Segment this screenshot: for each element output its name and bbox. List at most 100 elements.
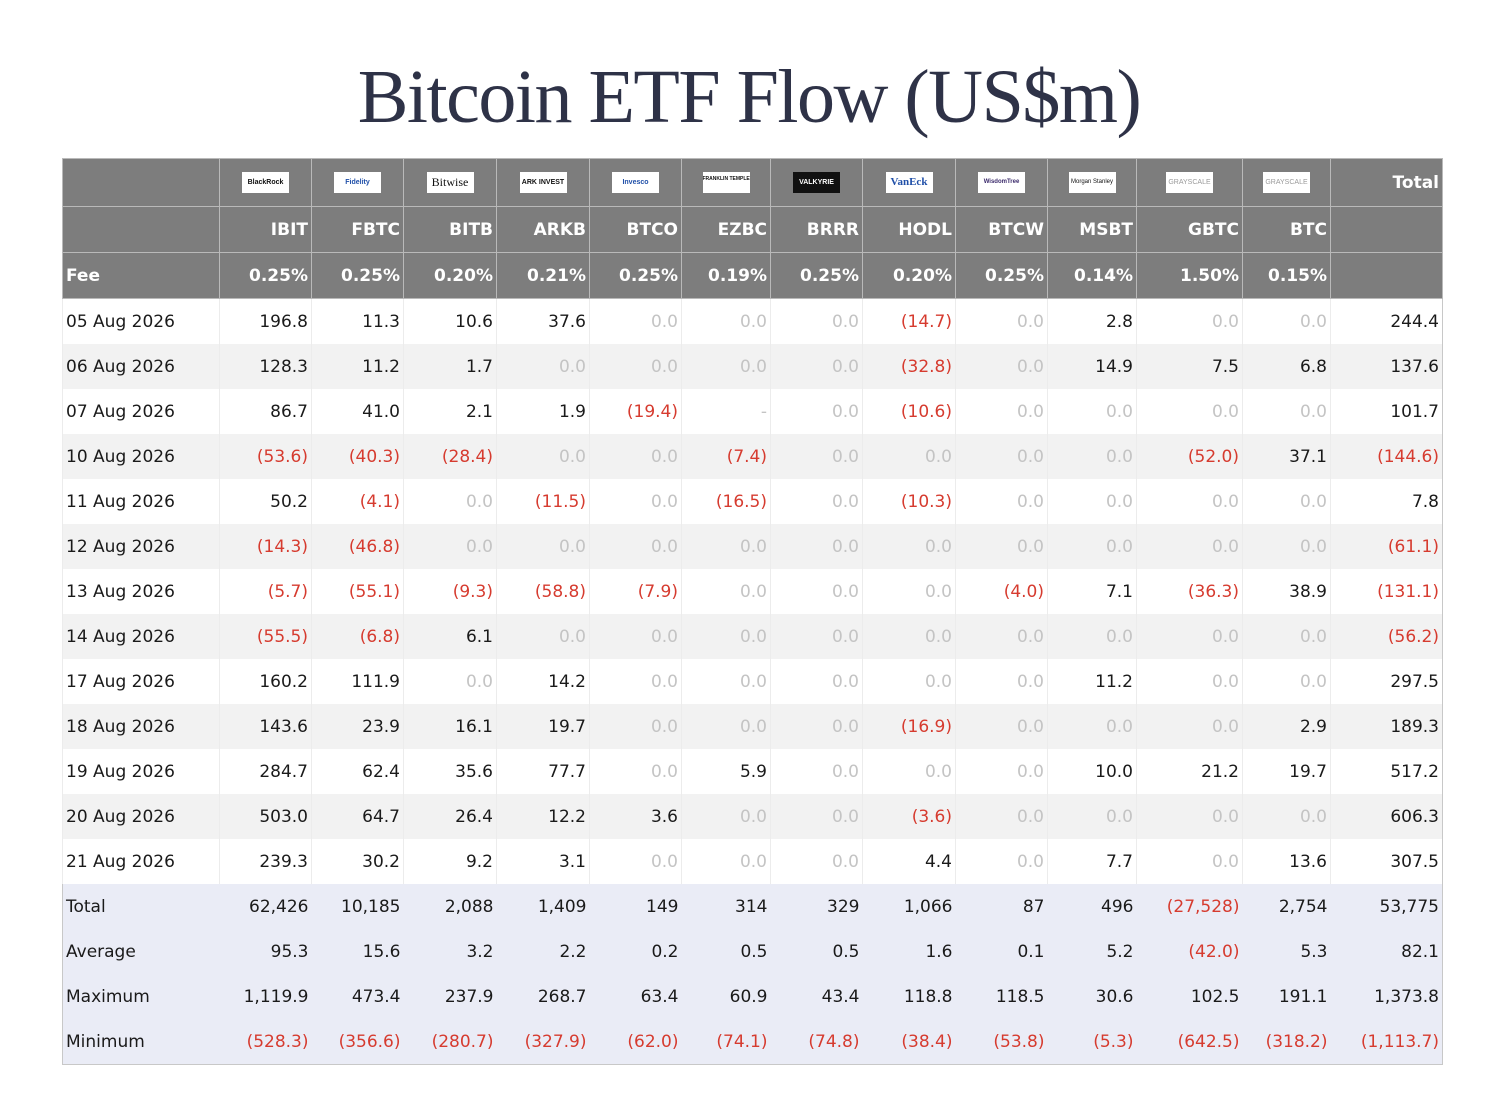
summary-cell: 62,426 bbox=[219, 884, 312, 929]
row-date: 14 Aug 2026 bbox=[62, 614, 220, 659]
flow-cell: (14.7) bbox=[862, 298, 956, 344]
flow-cell: (55.5) bbox=[219, 614, 312, 659]
summary-cell: (318.2) bbox=[1242, 1019, 1331, 1065]
flow-cell: 0.0 bbox=[1242, 298, 1331, 344]
flow-cell: 0.0 bbox=[955, 344, 1048, 389]
row-total: 189.3 bbox=[1330, 704, 1443, 749]
row-total: 7.8 bbox=[1330, 479, 1443, 524]
fee-label: Fee bbox=[62, 252, 220, 299]
summary-cell: (356.6) bbox=[311, 1019, 404, 1065]
flow-cell: (55.1) bbox=[311, 569, 404, 614]
row-date: 12 Aug 2026 bbox=[62, 524, 220, 569]
flow-cell: 5.9 bbox=[681, 749, 771, 794]
row-date: 05 Aug 2026 bbox=[62, 298, 220, 344]
summary-cell: 95.3 bbox=[219, 929, 312, 974]
flow-cell: 37.1 bbox=[1242, 434, 1331, 479]
row-total: 606.3 bbox=[1330, 794, 1443, 839]
flow-cell: 0.0 bbox=[1242, 479, 1331, 524]
flow-cell: 0.0 bbox=[1047, 614, 1137, 659]
flow-cell: (4.0) bbox=[955, 569, 1048, 614]
row-total: 307.5 bbox=[1330, 839, 1443, 884]
flow-cell: 143.6 bbox=[219, 704, 312, 749]
flow-cell: - bbox=[681, 389, 771, 434]
summary-cell: 2,754 bbox=[1242, 884, 1331, 929]
flow-cell: 0.0 bbox=[862, 749, 956, 794]
fee-value: 0.20% bbox=[403, 252, 497, 299]
page-title: Bitcoin ETF Flow (US$m) bbox=[357, 55, 1142, 139]
summary-cell: (38.4) bbox=[862, 1019, 956, 1065]
flow-cell: 2.8 bbox=[1047, 298, 1137, 344]
flow-cell: 0.0 bbox=[955, 298, 1048, 344]
flow-cell: 0.0 bbox=[681, 839, 771, 884]
summary-label: Minimum bbox=[62, 1019, 220, 1065]
table-row: 12 Aug 2026 (14.3) (46.8) 0.0 0.0 0.0 0.0 0.0 0.… bbox=[62, 524, 1443, 569]
flow-cell: 0.0 bbox=[496, 524, 590, 569]
corner-cell bbox=[62, 206, 220, 253]
flow-cell: 0.0 bbox=[589, 659, 682, 704]
summary-cell: 102.5 bbox=[1136, 974, 1243, 1019]
flow-cell: 35.6 bbox=[403, 749, 497, 794]
flow-cell: 0.0 bbox=[955, 794, 1048, 839]
flow-cell: (7.4) bbox=[681, 434, 771, 479]
flow-cell: 16.1 bbox=[403, 704, 497, 749]
summary-cell: 43.4 bbox=[770, 974, 863, 1019]
flow-cell: 0.0 bbox=[1047, 389, 1137, 434]
flow-cell: 0.0 bbox=[770, 389, 863, 434]
flow-cell: 0.0 bbox=[955, 479, 1048, 524]
ticker-header: MSBT bbox=[1047, 206, 1137, 253]
flow-cell: 0.0 bbox=[403, 659, 497, 704]
flow-cell: (46.8) bbox=[311, 524, 404, 569]
flow-cell: 0.0 bbox=[403, 479, 497, 524]
flow-cell: 41.0 bbox=[311, 389, 404, 434]
vaneck-logo: VanEck bbox=[885, 172, 933, 193]
flow-cell: 1.9 bbox=[496, 389, 590, 434]
summary-total: (1,113.7) bbox=[1330, 1019, 1443, 1065]
fee-value: 1.50% bbox=[1136, 252, 1243, 299]
flow-cell: 0.0 bbox=[770, 794, 863, 839]
flow-cell: 0.0 bbox=[1242, 794, 1331, 839]
franklin-templeton-logo: FRANKLIN TEMPLETON bbox=[702, 172, 750, 193]
fee-value: 0.21% bbox=[496, 252, 590, 299]
ticker-header: HODL bbox=[862, 206, 956, 253]
summary-cell: (53.8) bbox=[955, 1019, 1048, 1065]
flow-cell: (16.9) bbox=[862, 704, 956, 749]
flow-cell: 111.9 bbox=[311, 659, 404, 704]
flow-cell: 0.0 bbox=[681, 614, 771, 659]
flow-cell: 11.2 bbox=[311, 344, 404, 389]
row-date: 11 Aug 2026 bbox=[62, 479, 220, 524]
ticker-header: BTC bbox=[1242, 206, 1331, 253]
flow-cell: 0.0 bbox=[589, 524, 682, 569]
row-date: 20 Aug 2026 bbox=[62, 794, 220, 839]
flow-cell: 0.0 bbox=[496, 344, 590, 389]
row-total: (131.1) bbox=[1330, 569, 1443, 614]
flow-cell: 0.0 bbox=[496, 614, 590, 659]
table-row: 11 Aug 2026 50.2 (4.1) 0.0 (11.5) 0.0 (16.5) 0.… bbox=[62, 479, 1443, 524]
flow-cell: (32.8) bbox=[862, 344, 956, 389]
flow-cell: 50.2 bbox=[219, 479, 312, 524]
table-row: 10 Aug 2026 (53.6) (40.3) (28.4) 0.0 0.0 (7.4)… bbox=[62, 434, 1443, 479]
fee-value: 0.14% bbox=[1047, 252, 1137, 299]
summary-cell: 237.9 bbox=[403, 974, 497, 1019]
flow-cell: 26.4 bbox=[403, 794, 497, 839]
flow-cell: 0.0 bbox=[955, 749, 1048, 794]
flow-cell: 0.0 bbox=[589, 479, 682, 524]
flow-cell: 0.0 bbox=[770, 298, 863, 344]
table-row: 07 Aug 2026 86.7 41.0 2.1 1.9 (19.4) -0.0 (10.6… bbox=[62, 389, 1443, 434]
daily-flow-rows: 05 Aug 2026 196.8 11.3 10.6 37.6 0.0 0.0 0.0 (14… bbox=[62, 298, 1443, 884]
summary-cell: 63.4 bbox=[589, 974, 682, 1019]
flow-cell: 0.0 bbox=[770, 344, 863, 389]
morgan-stanley-logo: Morgan Stanley bbox=[1068, 172, 1116, 193]
flow-cell: 0.0 bbox=[955, 389, 1048, 434]
flow-cell: 64.7 bbox=[311, 794, 404, 839]
summary-cell: 118.8 bbox=[862, 974, 956, 1019]
flow-cell: 77.7 bbox=[496, 749, 590, 794]
flow-cell: 6.8 bbox=[1242, 344, 1331, 389]
issuer-logo-cell: GRAYSCALE bbox=[1136, 158, 1243, 207]
flow-cell: (10.3) bbox=[862, 479, 956, 524]
flow-cell: 37.6 bbox=[496, 298, 590, 344]
summary-rows: Total 62,426 10,185 2,088 1,409 149 314 329 1,06… bbox=[62, 884, 1443, 1065]
issuer-logo-cell: Fidelity bbox=[311, 158, 404, 207]
summary-row: Minimum (528.3) (356.6) (280.7) (327.9) (62.0… bbox=[62, 1019, 1443, 1065]
flow-cell: (14.3) bbox=[219, 524, 312, 569]
row-date: 18 Aug 2026 bbox=[62, 704, 220, 749]
